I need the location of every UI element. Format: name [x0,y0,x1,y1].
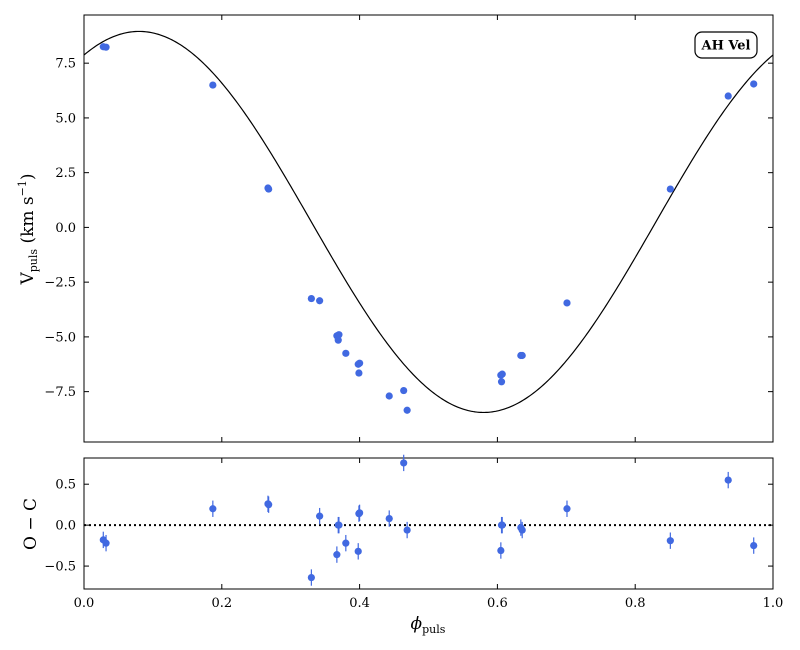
residual-point [333,551,341,559]
velocity-point [750,80,758,88]
residual-point [724,476,732,484]
velocity-point [307,294,315,303]
velocity-y-tick-label: 5.0 [55,111,76,126]
velocity-y-axis-subscript: puls [27,249,40,273]
residual-point [316,512,324,520]
velocity-panel: 7.5 5.0 2.5 0.0 −2.5 −5.0 −7.5 AH Vel Vpuls (k… [16,14,774,443]
residual-point [102,539,110,547]
residual-point [400,459,408,467]
residual-point [518,526,526,534]
velocity-y-axis-unit: (km s [18,196,38,249]
residual-point [563,505,571,513]
star-badge-box [694,31,758,59]
velocity-point [356,359,364,367]
velocity-point [563,299,571,307]
residual-point [666,537,674,545]
velocity-y-tick-label: 7.5 [55,57,76,72]
velocity-point [342,349,350,357]
phase-x-axis-symbol: ϕ [411,614,423,634]
velocity-y-tick-label: −5.0 [44,330,76,345]
residual-x-tick-label: 0.2 [211,596,232,611]
residual-point [307,573,315,582]
residual-point [750,542,758,550]
residual-point [342,539,350,547]
velocity-point [335,331,343,339]
velocity-point [316,297,324,305]
velocity-point [265,185,273,193]
velocity-point [497,378,506,386]
velocity-y-ticks: 7.5 5.0 2.5 0.0 −2.5 −5.0 −7.5 [44,57,773,400]
residual-x-tick-label: 0.8 [625,596,646,611]
star-badge-label: AH Vel [701,39,751,54]
residual-point [354,547,362,555]
residual-x-tick-label: 0.0 [74,596,95,611]
residual-panel: 0.5 0.0 −0.5 0.0 0.2 0.4 0.6 0.8 1.0 O − C ϕpul… [21,454,784,636]
residual-point [356,509,364,517]
residual-y-tick-label: −0.5 [44,560,76,575]
residual-point [265,501,273,509]
velocity-point [403,406,411,414]
velocity-y-axis-exponent: −1 [16,180,29,196]
residual-point [498,521,506,529]
residual-point [497,546,505,555]
residual-point [385,514,393,523]
residual-x-tick-label: 0.6 [487,596,508,611]
velocity-points [99,43,758,414]
residual-point [209,505,217,513]
residual-y-tick-label: 0.5 [55,478,76,493]
residual-points [99,454,758,586]
velocity-point [518,351,526,360]
velocity-x-ticks [83,15,774,442]
velocity-y-tick-label: −7.5 [44,385,76,400]
velocity-point [385,392,393,400]
velocity-point [498,370,506,378]
star-badge: AH Vel [694,31,758,59]
velocity-point [666,185,674,193]
velocity-y-tick-label: 2.5 [55,166,76,181]
residual-point [335,521,343,529]
velocity-panel-frame [83,14,774,443]
residual-x-ticks: 0.0 0.2 0.4 0.6 0.8 1.0 [74,458,784,611]
residual-y-ticks: 0.5 0.0 −0.5 [44,478,773,575]
velocity-point [102,43,110,51]
phase-x-axis-title: ϕpuls [411,614,446,636]
velocity-point [334,336,342,344]
velocity-y-axis-title: Vpuls (km s−1) [16,173,40,285]
velocity-y-axis-symbol: V [18,272,38,286]
residual-y-axis-title: O − C [21,498,41,550]
residual-y-tick-label: 0.0 [55,519,76,534]
velocity-point [400,386,408,395]
velocity-point [209,81,217,89]
residual-x-tick-label: 0.4 [349,596,370,611]
residual-point [403,526,411,534]
fit-curve [83,30,774,414]
phase-x-axis-subscript: puls [422,623,446,636]
velocity-point [724,92,732,100]
residual-x-tick-label: 1.0 [763,596,784,611]
residual-panel-frame [83,457,774,590]
velocity-y-axis-close: ) [18,173,38,180]
velocity-point [355,369,363,377]
velocity-y-tick-label: 0.0 [55,221,76,236]
velocity-y-tick-label: −2.5 [44,276,76,291]
